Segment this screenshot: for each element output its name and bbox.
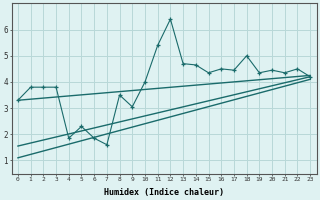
X-axis label: Humidex (Indice chaleur): Humidex (Indice chaleur) [104, 188, 224, 197]
